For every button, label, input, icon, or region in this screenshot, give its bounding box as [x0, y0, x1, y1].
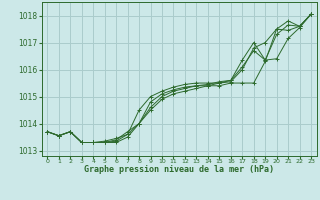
X-axis label: Graphe pression niveau de la mer (hPa): Graphe pression niveau de la mer (hPa): [84, 165, 274, 174]
